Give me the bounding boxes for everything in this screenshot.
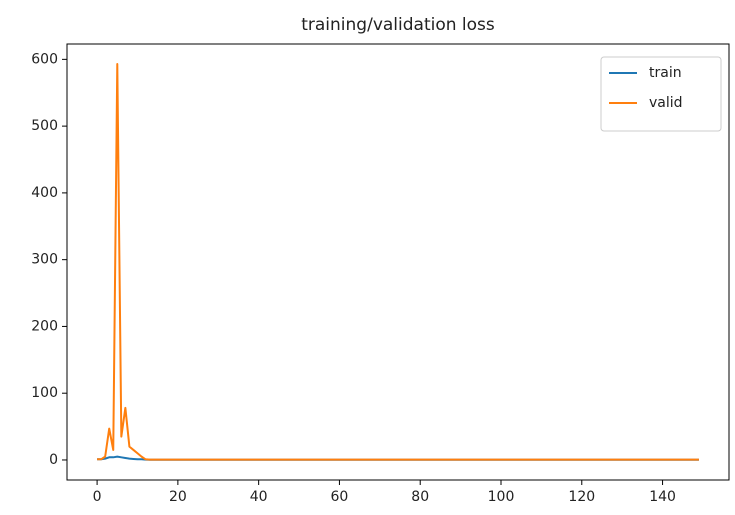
legend-box [600, 56, 722, 132]
y-tick-label: 100 [31, 385, 58, 401]
y-tick-label: 300 [31, 252, 58, 268]
y-tick-label: 400 [31, 185, 58, 201]
y-tick-label: 500 [31, 118, 58, 134]
y-tick-label: 600 [31, 51, 58, 67]
x-tick-label: 0 [93, 489, 102, 505]
x-tick-label: 60 [331, 489, 349, 505]
x-tick-label: 140 [649, 489, 676, 505]
legend-label: valid [649, 95, 683, 111]
chart-title: training/validation loss [301, 15, 495, 35]
legend-label: train [649, 65, 682, 81]
x-tick-label: 40 [250, 489, 268, 505]
x-tick-label: 100 [488, 489, 515, 505]
plot-frame [66, 43, 730, 481]
y-tick-label: 0 [49, 452, 58, 468]
y-tick-label: 200 [31, 318, 58, 334]
x-tick-label: 120 [568, 489, 595, 505]
x-tick-label: 20 [169, 489, 187, 505]
line-series [97, 63, 699, 461]
x-tick-label: 80 [411, 489, 429, 505]
